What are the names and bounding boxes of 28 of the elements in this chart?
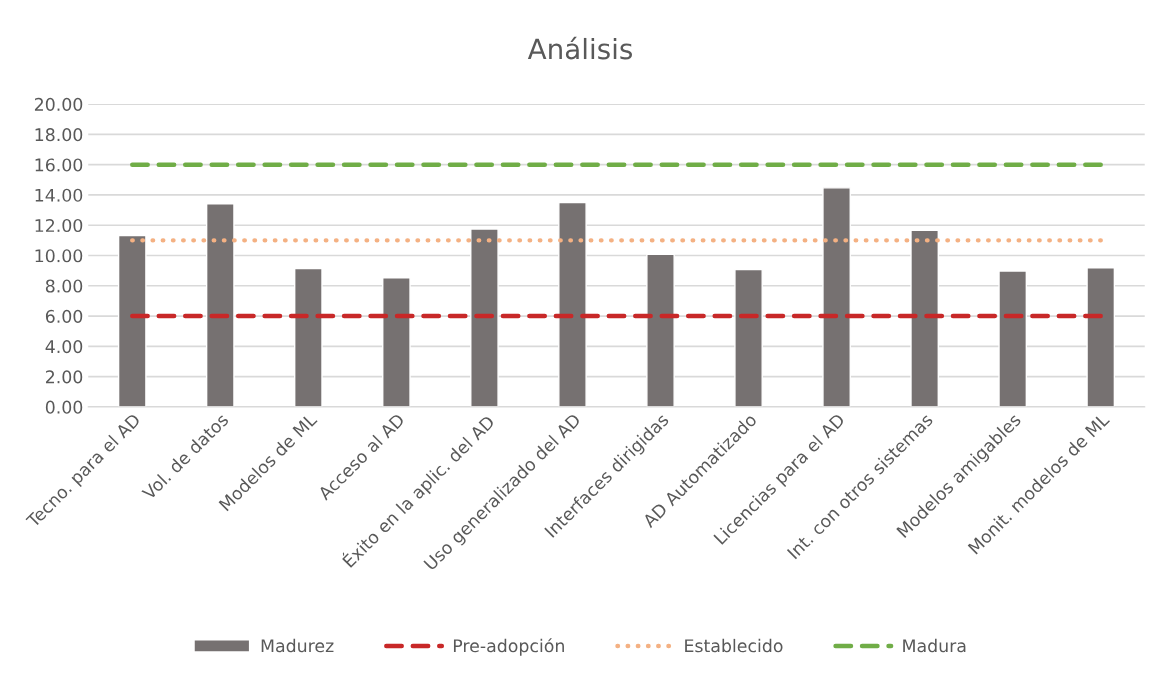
bar [470, 228, 499, 407]
bar [822, 187, 851, 407]
bar [205, 203, 235, 407]
bar [1086, 267, 1116, 407]
legend-label: Madura [903, 638, 966, 653]
bar [294, 267, 323, 407]
y-tick-label: 2.00 [45, 370, 83, 384]
y-tick-label: 12.00 [35, 218, 83, 233]
y-tick-label: 18.00 [35, 128, 83, 142]
bar [558, 201, 587, 407]
y-tick-label: 6.00 [45, 309, 83, 323]
bar [734, 268, 763, 407]
bar [646, 253, 675, 407]
legend-label: Madurez [261, 638, 334, 653]
legend-label: Pre-adopción [453, 638, 564, 656]
y-tick-label: 16.00 [35, 158, 83, 172]
y-tick-label: 20.00 [34, 97, 83, 111]
y-tick-label: 14.00 [35, 188, 83, 202]
bar [910, 229, 939, 407]
y-tick-label: 4.00 [45, 340, 83, 354]
legend-label: Establecido [685, 638, 783, 653]
bar [117, 234, 147, 407]
bar [382, 277, 411, 407]
y-tick-label: 10.00 [35, 249, 83, 263]
y-tick-label: 0.00 [45, 400, 83, 414]
bar [998, 270, 1028, 407]
y-tick-label: 8.00 [45, 279, 83, 293]
chart-title: Análisis [527, 36, 633, 60]
